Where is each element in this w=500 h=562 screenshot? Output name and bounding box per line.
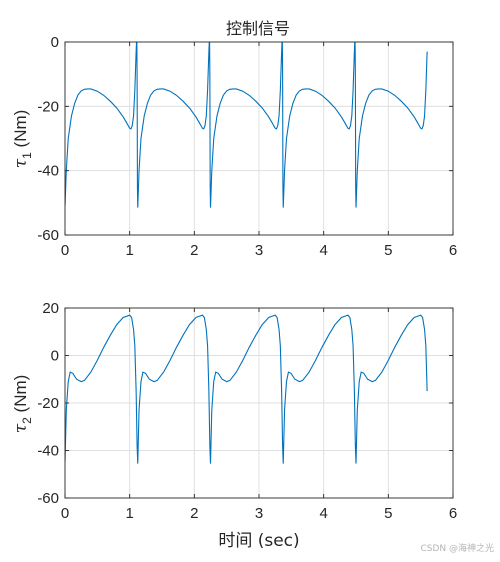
chart-1-xtick-label-6: 6 xyxy=(449,242,457,259)
chart-1-ylabel-subscript: 1 xyxy=(20,152,34,159)
chart-1-xtick-label-0: 0 xyxy=(61,242,69,259)
chart-1-xtick-label-3: 3 xyxy=(255,242,263,259)
chart-2-xtick-label-1: 1 xyxy=(125,505,133,522)
chart-2-ytick-label-2: -20 xyxy=(37,395,59,412)
chart-2-xtick-label-6: 6 xyxy=(449,505,457,522)
chart-1-ytick-label-1: -40 xyxy=(37,163,59,180)
chart-1-ylabel: τ1 (Nm) xyxy=(11,110,34,169)
chart-2-ylabel-subscript: 2 xyxy=(20,417,34,424)
watermark: CSDN @海神之光 xyxy=(420,544,494,554)
chart-1-ylabel-unit: (Nm) xyxy=(11,110,30,152)
chart-2-ytick-label-1: -40 xyxy=(37,443,59,460)
chart-2-series-line xyxy=(65,314,428,464)
chart-2-xtick-label-0: 0 xyxy=(61,505,69,522)
chart-2-xtick-label-5: 5 xyxy=(384,505,392,522)
chart-1-xtick-label-5: 5 xyxy=(384,242,392,259)
chart-1-ytick-label-2: -20 xyxy=(37,98,59,115)
chart-1-xtick-label-2: 2 xyxy=(190,242,198,259)
chart-1-xtick-label-1: 1 xyxy=(125,242,133,259)
chart-1: 0 1 2 3 4 5 6 -60 -40 -20 0 xyxy=(37,34,457,259)
chart-2-ytick-label-0: -60 xyxy=(37,490,59,507)
chart-2-xtick-label-4: 4 xyxy=(319,505,327,522)
chart-2-ylabel-symbol: τ xyxy=(11,423,31,433)
chart-1-ylabel-symbol: τ xyxy=(11,158,31,168)
chart-2-ytick-label-3: 0 xyxy=(51,348,59,365)
chart-2-ytick-label-4: 20 xyxy=(42,300,59,317)
chart-1-xtick-label-4: 4 xyxy=(319,242,327,259)
chart-2-xtick-label-2: 2 xyxy=(190,505,198,522)
chart-2-ylabel-unit: (Nm) xyxy=(11,375,30,417)
chart-2: 0 1 2 3 4 5 6 -60 -40 -20 0 20 xyxy=(37,300,457,522)
chart-2-xtick-label-3: 3 xyxy=(255,505,263,522)
chart-1-ytick-label-0: -60 xyxy=(37,227,59,244)
chart-2-ylabel: τ2 (Nm) xyxy=(11,375,34,434)
chart-1-title: 控制信号 xyxy=(226,19,290,38)
chart-2-xlabel: 时间 (sec) xyxy=(218,531,299,551)
chart-1-series-line xyxy=(65,42,428,208)
chart-1-ytick-label-3: 0 xyxy=(51,34,59,51)
